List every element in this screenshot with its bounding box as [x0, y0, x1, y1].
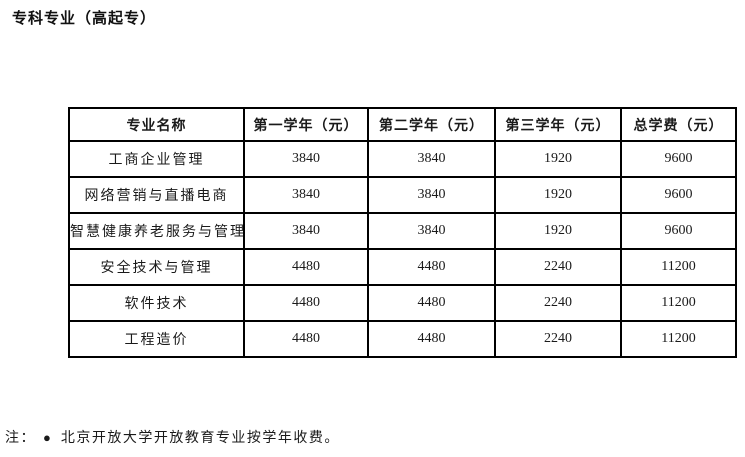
column-header: 总学费（元）	[620, 107, 737, 142]
table-row: 网络营销与直播电商 3840 3840 1920 9600	[68, 176, 737, 214]
fee-value-cell: 4480	[367, 284, 496, 322]
fee-value-cell: 11200	[620, 284, 737, 322]
tuition-fee-table: 专业名称 第一学年（元） 第二学年（元） 第三学年（元） 总学费（元） 工商企业管理 38…	[68, 107, 737, 358]
fee-value-cell: 2240	[494, 320, 622, 358]
fee-value-cell: 1920	[494, 176, 622, 214]
fee-value-cell: 4480	[243, 248, 369, 286]
fee-value-cell: 9600	[620, 176, 737, 214]
fee-value-cell: 11200	[620, 320, 737, 358]
column-header: 第一学年（元）	[243, 107, 369, 142]
major-name-cell: 安全技术与管理	[68, 248, 245, 286]
major-name-cell: 网络营销与直播电商	[68, 176, 245, 214]
table-row: 智慧健康养老服务与管理 3840 3840 1920 9600	[68, 212, 737, 250]
column-header: 第二学年（元）	[367, 107, 496, 142]
table-header-row: 专业名称 第一学年（元） 第二学年（元） 第三学年（元） 总学费（元）	[68, 107, 737, 142]
footnote-text: 北京开放大学开放教育专业按学年收费。	[60, 431, 340, 446]
fee-value-cell: 4480	[243, 320, 369, 358]
major-name-cell: 智慧健康养老服务与管理	[68, 212, 245, 250]
fee-value-cell: 3840	[367, 212, 496, 250]
footnote-prefix: 注：	[5, 431, 36, 446]
page-title: 专科专业（高起专）	[12, 11, 157, 27]
footnote: 注： ● 北京开放大学开放教育专业按学年收费。	[5, 427, 340, 447]
fee-value-cell: 11200	[620, 248, 737, 286]
table-row: 软件技术 4480 4480 2240 11200	[68, 284, 737, 322]
fee-value-cell: 9600	[620, 212, 737, 250]
fee-value-cell: 3840	[367, 176, 496, 214]
fee-value-cell: 9600	[620, 140, 737, 178]
fee-value-cell: 4480	[243, 284, 369, 322]
fee-value-cell: 1920	[494, 212, 622, 250]
table-row: 工商企业管理 3840 3840 1920 9600	[68, 140, 737, 178]
bullet-icon: ●	[43, 430, 51, 445]
column-header: 专业名称	[68, 107, 245, 142]
table-row: 工程造价 4480 4480 2240 11200	[68, 320, 737, 358]
major-name-cell: 工程造价	[68, 320, 245, 358]
fee-value-cell: 3840	[243, 140, 369, 178]
fee-value-cell: 3840	[367, 140, 496, 178]
fee-value-cell: 1920	[494, 140, 622, 178]
column-header: 第三学年（元）	[494, 107, 622, 142]
major-name-cell: 工商企业管理	[68, 140, 245, 178]
fee-value-cell: 4480	[367, 320, 496, 358]
fee-value-cell: 2240	[494, 248, 622, 286]
fee-value-cell: 3840	[243, 212, 369, 250]
fee-value-cell: 2240	[494, 284, 622, 322]
major-name-cell: 软件技术	[68, 284, 245, 322]
table-row: 安全技术与管理 4480 4480 2240 11200	[68, 248, 737, 286]
fee-value-cell: 3840	[243, 176, 369, 214]
fee-value-cell: 4480	[367, 248, 496, 286]
